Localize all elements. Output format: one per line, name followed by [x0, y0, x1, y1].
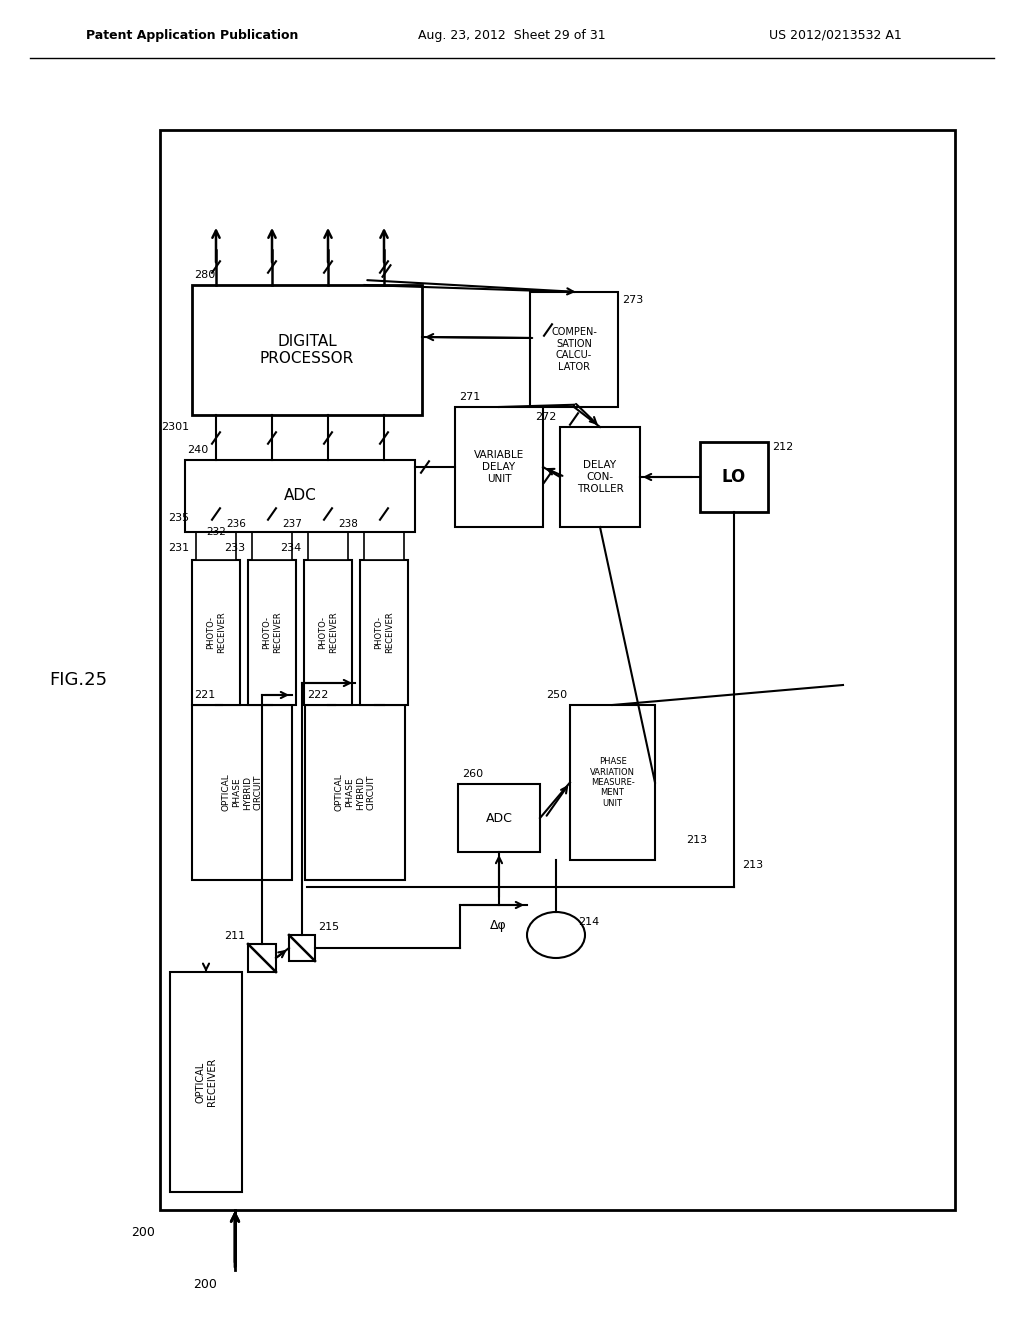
Text: 273: 273: [622, 294, 643, 305]
Bar: [289, 935, 315, 961]
Text: 213: 213: [686, 836, 708, 845]
Bar: [193, 285, 422, 414]
Text: 234: 234: [280, 543, 301, 553]
Text: PHASE
VARIATION
MEASURE-
MENT
UNIT: PHASE VARIATION MEASURE- MENT UNIT: [590, 758, 635, 808]
Text: PHOTO-
RECEIVER: PHOTO- RECEIVER: [375, 611, 393, 653]
Bar: [455, 407, 543, 527]
Ellipse shape: [527, 912, 585, 958]
Text: PHOTO-
RECEIVER: PHOTO- RECEIVER: [262, 611, 282, 653]
Text: 200: 200: [131, 1225, 155, 1238]
Text: 213: 213: [742, 861, 763, 870]
Bar: [700, 442, 768, 512]
Text: 233: 233: [224, 543, 245, 553]
Bar: [248, 560, 296, 705]
Text: 237: 237: [283, 519, 302, 529]
Text: 235: 235: [168, 513, 189, 523]
Text: 236: 236: [226, 519, 246, 529]
Text: 221: 221: [194, 690, 215, 700]
Bar: [308, 532, 348, 560]
Bar: [364, 532, 404, 560]
Text: ADC: ADC: [284, 488, 316, 503]
Text: OPTICAL
PHASE
HYBRID
CIRCUIT: OPTICAL PHASE HYBRID CIRCUIT: [222, 774, 262, 812]
Text: 214: 214: [578, 917, 599, 927]
Bar: [458, 784, 540, 851]
Bar: [170, 972, 242, 1192]
Bar: [160, 129, 955, 1210]
Bar: [252, 532, 292, 560]
Text: Δφ: Δφ: [489, 919, 507, 932]
Bar: [560, 426, 640, 527]
Text: COMPEN-
SATION
CALCU-
LATOR: COMPEN- SATION CALCU- LATOR: [551, 327, 597, 372]
Text: 232: 232: [206, 527, 226, 537]
Bar: [360, 560, 408, 705]
Text: FIG.25: FIG.25: [49, 671, 108, 689]
Text: 280: 280: [194, 271, 215, 280]
Text: 240: 240: [187, 445, 208, 455]
Text: 260: 260: [462, 770, 483, 779]
Text: VARIABLE
DELAY
UNIT: VARIABLE DELAY UNIT: [474, 450, 524, 483]
Text: PHOTO-
RECEIVER: PHOTO- RECEIVER: [318, 611, 338, 653]
Text: OPTICAL
RECEIVER: OPTICAL RECEIVER: [196, 1057, 217, 1106]
Bar: [530, 292, 618, 407]
Text: 272: 272: [536, 412, 557, 422]
Text: Aug. 23, 2012  Sheet 29 of 31: Aug. 23, 2012 Sheet 29 of 31: [418, 29, 606, 41]
Text: US 2012/0213532 A1: US 2012/0213532 A1: [769, 29, 901, 41]
Bar: [305, 705, 406, 880]
Text: 271: 271: [459, 392, 480, 403]
Bar: [193, 560, 240, 705]
Bar: [304, 560, 352, 705]
Bar: [196, 532, 236, 560]
Text: LO: LO: [722, 469, 746, 486]
Bar: [193, 705, 292, 880]
Text: PHOTO-
RECEIVER: PHOTO- RECEIVER: [206, 611, 225, 653]
Text: 212: 212: [772, 442, 794, 451]
Text: 222: 222: [307, 690, 329, 700]
Bar: [185, 459, 415, 532]
Text: 211: 211: [224, 931, 245, 941]
Bar: [248, 944, 276, 972]
Text: ADC: ADC: [485, 812, 512, 825]
Bar: [570, 705, 655, 861]
Text: 200: 200: [194, 1279, 217, 1291]
Text: DELAY
CON-
TROLLER: DELAY CON- TROLLER: [577, 461, 624, 494]
Text: 231: 231: [168, 543, 189, 553]
Text: DIGITAL
PROCESSOR: DIGITAL PROCESSOR: [260, 334, 354, 366]
Text: 238: 238: [338, 519, 358, 529]
Text: Patent Application Publication: Patent Application Publication: [86, 29, 298, 41]
Bar: [178, 240, 443, 543]
Text: OPTICAL
PHASE
HYBRID
CIRCUIT: OPTICAL PHASE HYBRID CIRCUIT: [335, 774, 375, 812]
Text: 250: 250: [546, 690, 567, 700]
Text: 2301: 2301: [161, 422, 189, 432]
Text: 215: 215: [318, 921, 339, 932]
